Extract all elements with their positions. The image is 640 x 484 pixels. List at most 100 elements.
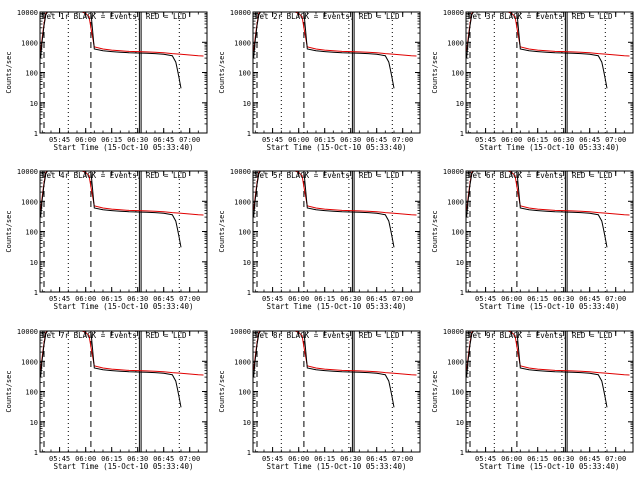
x-tick-label: 06:00 (288, 455, 309, 463)
x-tick-label: 06:45 (579, 455, 600, 463)
y-tick-label: 10000 (17, 9, 38, 17)
x-axis-label: Start Time (15-Oct-10 05:33:40) (54, 462, 194, 471)
x-tick-label: 07:00 (605, 295, 626, 303)
y-tick-label: 1000 (234, 358, 251, 366)
y-axis-label: Counts/sec (5, 51, 13, 93)
x-tick-label: 07:00 (179, 455, 200, 463)
y-tick-label: 10000 (443, 9, 464, 17)
panel-title: Det 4r BLACK = Events, RED = LLD (42, 171, 187, 180)
y-axis-label: Counts/sec (431, 370, 439, 412)
y-tick-label: 1 (460, 449, 464, 457)
y-tick-label: 10000 (17, 168, 38, 176)
y-tick-label: 100 (238, 70, 251, 78)
x-tick-label: 06:15 (314, 136, 335, 144)
x-tick-label: 06:00 (288, 295, 309, 303)
y-axis-label: Counts/sec (218, 370, 226, 412)
x-tick-label: 05:45 (475, 455, 496, 463)
y-tick-label: 10 (243, 259, 251, 267)
y-tick-label: 10000 (17, 328, 38, 336)
y-tick-label: 1000 (21, 39, 38, 47)
x-tick-label: 06:30 (553, 295, 574, 303)
x-tick-label: 06:15 (101, 295, 122, 303)
x-axis-label: Start Time (15-Oct-10 05:33:40) (267, 462, 407, 471)
x-tick-label: 05:45 (49, 455, 70, 463)
x-tick-label: 05:45 (49, 136, 70, 144)
x-tick-label: 05:45 (475, 295, 496, 303)
y-tick-label: 10 (30, 419, 38, 427)
y-axis-label: Counts/sec (431, 51, 439, 93)
x-tick-label: 06:15 (527, 455, 548, 463)
panel-7: 1 10 100 1000 10000 05:45 06:00 06:15 06:30 06:45… (5, 328, 208, 471)
x-axis-label: Start Time (15-Oct-10 05:33:40) (480, 462, 620, 471)
panel-1: 1 10 100 1000 10000 05:45 06:00 06:15 06:30 06:45… (5, 9, 208, 152)
y-tick-label: 1000 (447, 358, 464, 366)
y-tick-label: 1 (247, 449, 251, 457)
x-tick-label: 06:00 (75, 455, 96, 463)
x-tick-label: 06:30 (340, 136, 361, 144)
y-axis-label: Counts/sec (5, 370, 13, 412)
x-tick-label: 06:45 (579, 295, 600, 303)
y-tick-label: 1 (247, 130, 251, 138)
x-tick-label: 06:45 (153, 295, 174, 303)
y-tick-label: 1000 (447, 198, 464, 206)
y-tick-label: 1000 (234, 198, 251, 206)
x-tick-label: 06:45 (366, 295, 387, 303)
x-tick-label: 06:00 (501, 455, 522, 463)
y-axis-label: Counts/sec (431, 210, 439, 252)
panel-title: Det 6r BLACK = Events, RED = LLD (468, 171, 613, 180)
y-tick-label: 100 (25, 70, 38, 78)
x-tick-label: 07:00 (392, 136, 413, 144)
x-tick-label: 06:30 (340, 295, 361, 303)
y-tick-label: 1 (34, 130, 38, 138)
plot-frame (252, 330, 421, 453)
y-axis-label: Counts/sec (5, 210, 13, 252)
y-tick-label: 10 (456, 419, 464, 427)
panel-5: 1 10 100 1000 10000 05:45 06:00 06:15 06:30 06:45… (218, 168, 421, 311)
y-tick-label: 1 (460, 130, 464, 138)
y-tick-label: 10 (30, 259, 38, 267)
y-tick-label: 10 (456, 100, 464, 108)
y-tick-label: 1000 (234, 39, 251, 47)
x-tick-label: 06:30 (553, 455, 574, 463)
y-tick-label: 100 (451, 389, 464, 397)
x-axis-label: Start Time (15-Oct-10 05:33:40) (480, 143, 620, 152)
y-tick-label: 1 (34, 449, 38, 457)
x-tick-label: 06:45 (366, 136, 387, 144)
plot-frame (252, 11, 421, 134)
y-tick-label: 10 (243, 100, 251, 108)
y-tick-label: 1 (247, 289, 251, 297)
x-tick-label: 06:15 (101, 136, 122, 144)
x-axis-label: Start Time (15-Oct-10 05:33:40) (480, 302, 620, 311)
x-tick-label: 06:15 (527, 295, 548, 303)
x-tick-label: 05:45 (262, 455, 283, 463)
x-axis-label: Start Time (15-Oct-10 05:33:40) (54, 143, 194, 152)
y-tick-label: 1 (460, 289, 464, 297)
y-axis-label: Counts/sec (218, 51, 226, 93)
plot-frame (465, 330, 634, 453)
x-tick-label: 07:00 (179, 295, 200, 303)
x-tick-label: 06:00 (75, 295, 96, 303)
x-tick-label: 06:30 (340, 455, 361, 463)
y-tick-label: 100 (238, 229, 251, 237)
x-tick-label: 07:00 (605, 455, 626, 463)
x-tick-label: 06:45 (366, 455, 387, 463)
panel-title: Det 2r BLACK = Events, RED = LLD (255, 12, 400, 21)
y-tick-label: 10 (30, 100, 38, 108)
x-tick-label: 06:45 (153, 136, 174, 144)
panel-4: 1 10 100 1000 10000 05:45 06:00 06:15 06:30 06:45… (5, 168, 208, 311)
y-axis-label: Counts/sec (218, 210, 226, 252)
x-tick-label: 06:30 (553, 136, 574, 144)
y-tick-label: 10000 (443, 168, 464, 176)
panel-title: Det 8r BLACK = Events, RED = LLD (255, 331, 400, 340)
y-tick-label: 1000 (21, 198, 38, 206)
x-tick-label: 06:00 (501, 295, 522, 303)
plot-frame (39, 330, 208, 453)
plot-frame (252, 170, 421, 293)
x-tick-label: 06:15 (101, 455, 122, 463)
panel-title: Det 1r BLACK = Events, RED = LLD (42, 12, 187, 21)
y-tick-label: 100 (238, 389, 251, 397)
x-tick-label: 06:30 (127, 295, 148, 303)
x-tick-label: 06:45 (153, 455, 174, 463)
x-tick-label: 07:00 (392, 455, 413, 463)
